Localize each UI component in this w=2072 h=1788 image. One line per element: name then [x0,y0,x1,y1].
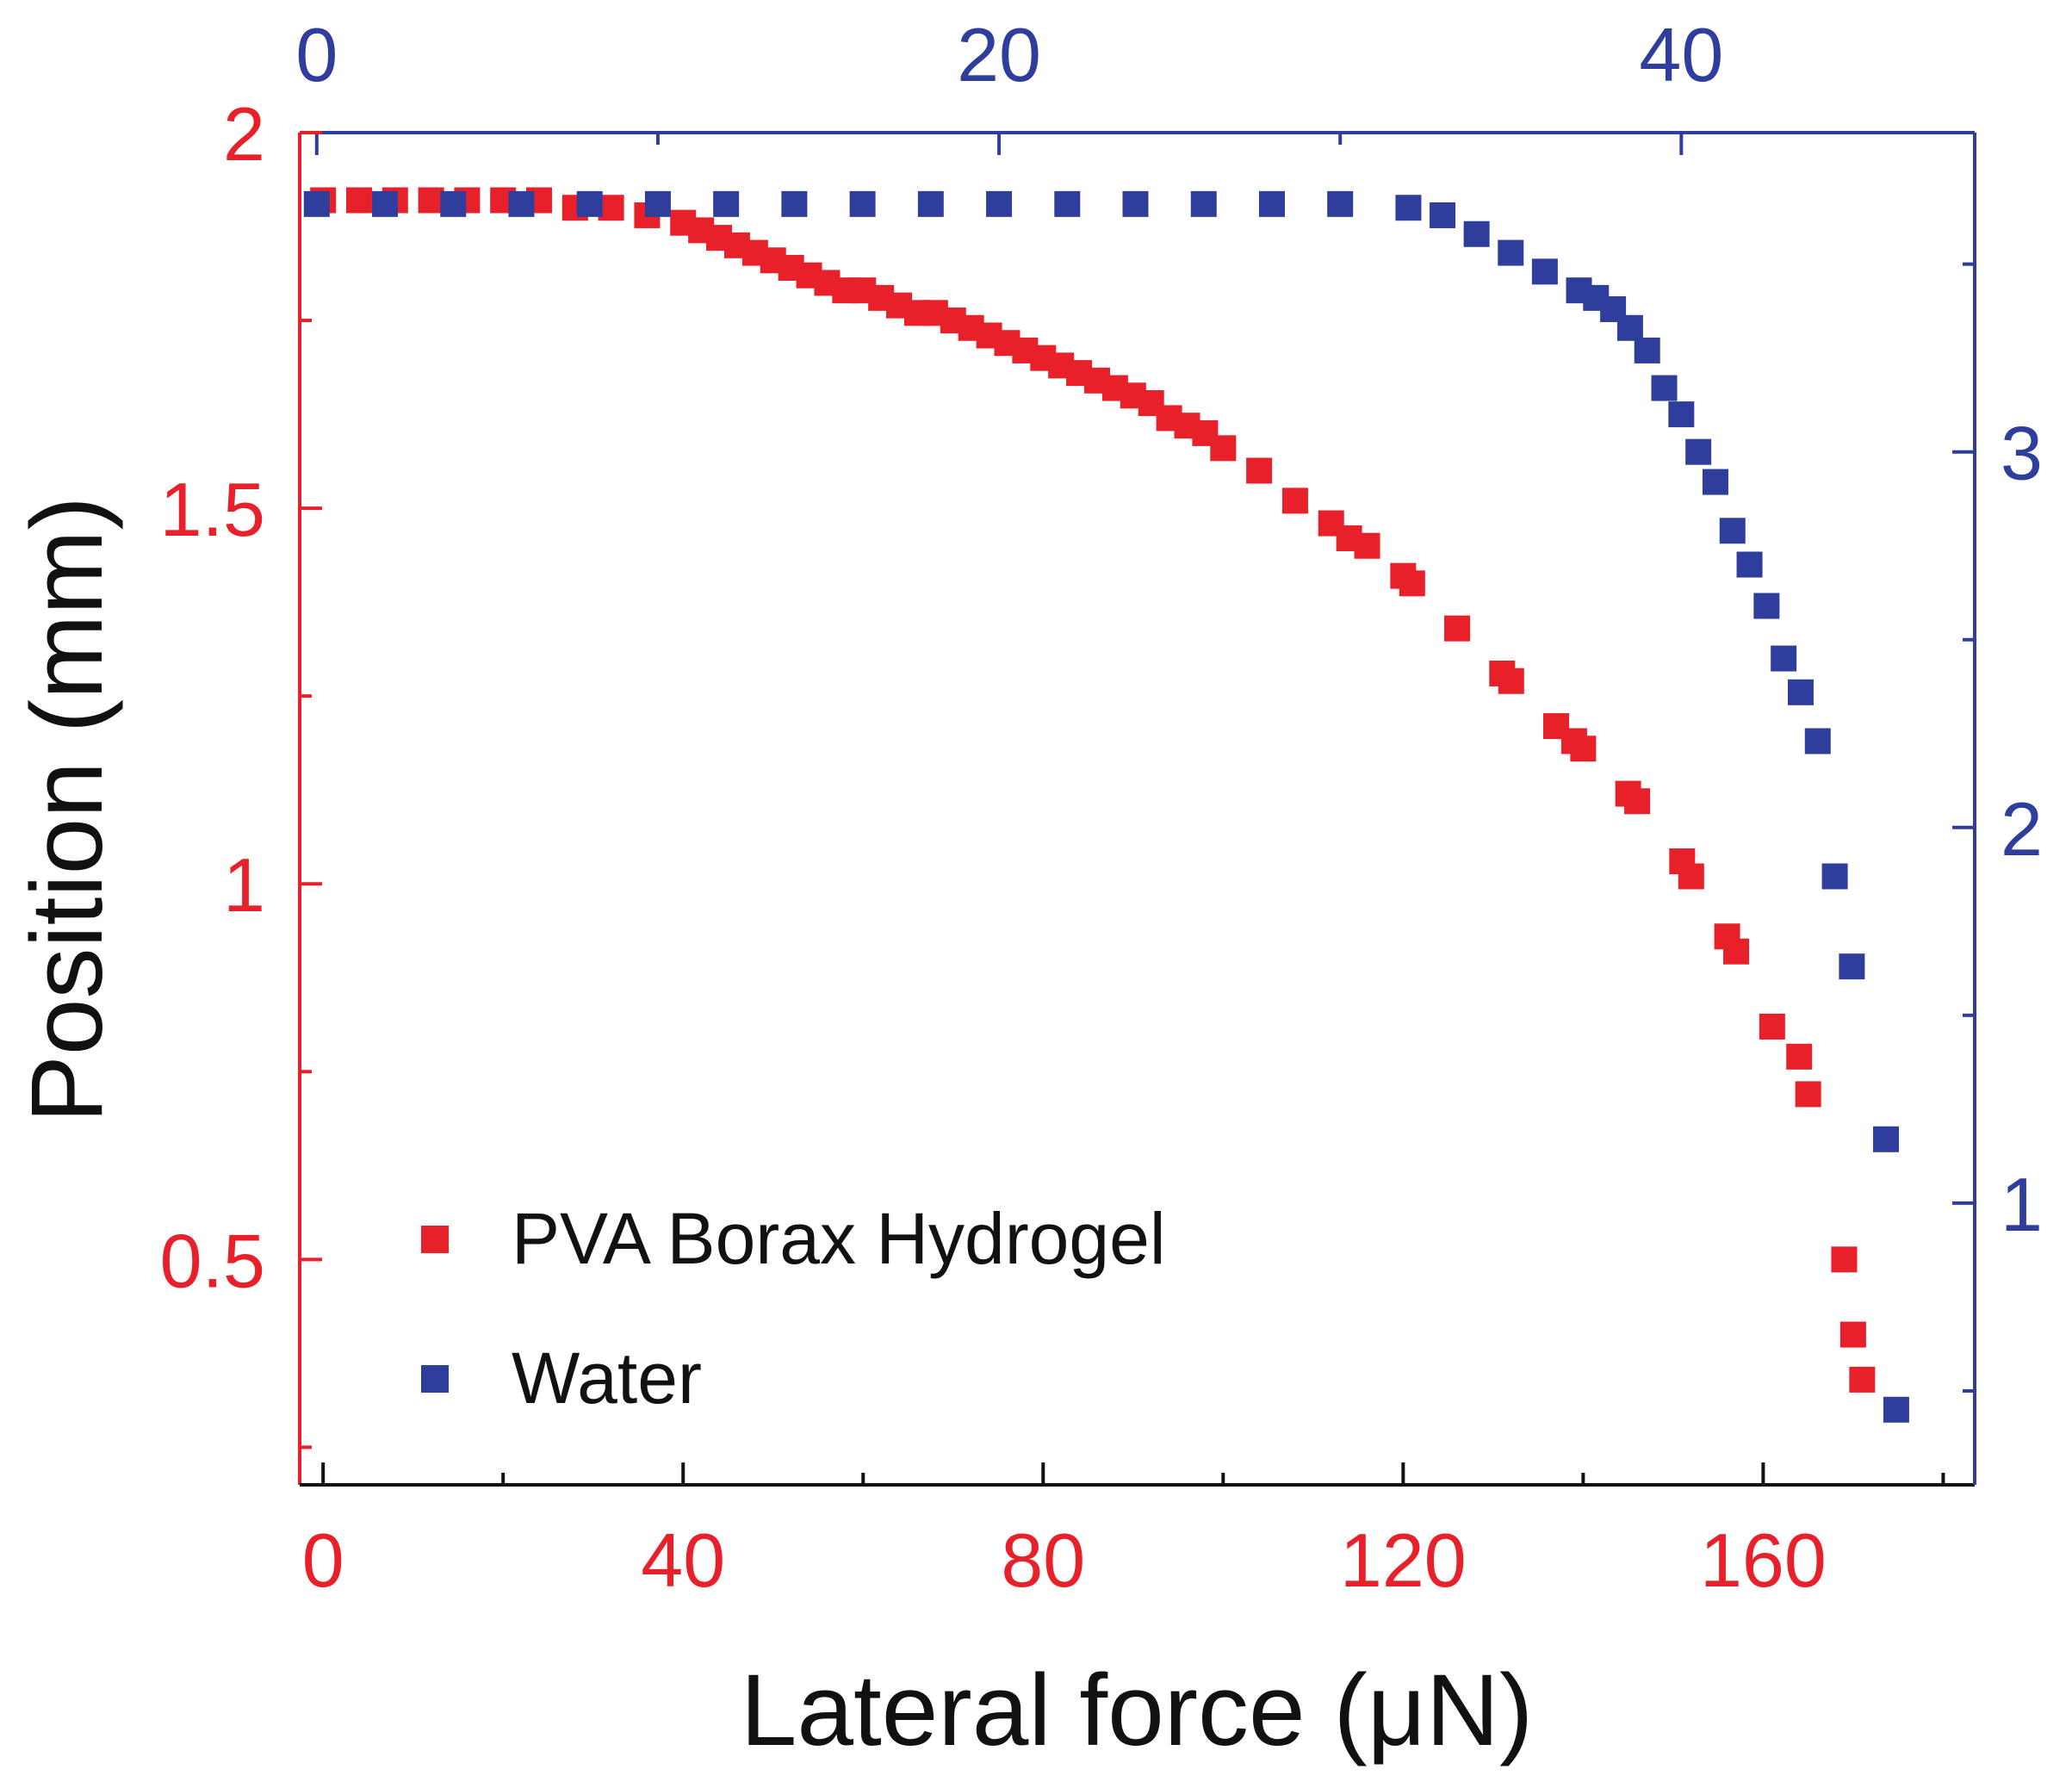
data-point-pva-borax-hydrogel [1246,457,1273,484]
left-y-tick-label: 0.5 [160,1218,265,1303]
bottom-x-tick-label: 40 [641,1518,725,1603]
data-point-water [1839,953,1865,980]
data-point-water [1498,239,1524,266]
bottom-x-tick-label: 120 [1340,1518,1467,1603]
data-point-water [1651,375,1678,401]
data-point-water [986,190,1013,217]
bottom-x-tick-label: 0 [302,1518,344,1603]
legend-marker-water [421,1365,449,1393]
right-y-tick-label: 2 [2001,786,2043,872]
data-point-water [1804,728,1831,754]
data-point-water [713,190,740,217]
data-point-pva-borax-hydrogel [1723,938,1750,965]
legend-label-water: Water [512,1338,702,1419]
legend-label-pva-borax-hydrogel: PVA Borax Hydrogel [512,1198,1166,1279]
data-point-water [917,190,944,217]
data-point-water [849,190,876,217]
x-axis-title: Lateral force (μN) [741,1654,1534,1767]
data-point-water [781,190,808,217]
data-point-pva-borax-hydrogel [1786,1043,1813,1070]
data-point-water [1787,679,1814,705]
top-x-tick-label: 0 [295,12,338,97]
data-point-pva-borax-hydrogel [345,187,372,214]
data-point-water [1821,863,1848,890]
data-point-pva-borax-hydrogel [1498,667,1524,694]
legend: PVA Borax Hydrogel Water [421,1198,1166,1419]
right-y-tick-label: 1 [2001,1162,2043,1247]
data-point-water [1753,593,1780,619]
data-point-water [1327,190,1354,217]
data-point-pva-borax-hydrogel [1399,570,1425,597]
series-pva-borax-hydrogel [310,187,1876,1393]
legend-marker-pva-borax-hydrogel [421,1226,449,1253]
data-point-pva-borax-hydrogel [1210,435,1237,462]
data-point-water [644,190,671,217]
data-point-water [440,190,467,217]
data-point-pva-borax-hydrogel [1849,1366,1876,1393]
data-point-water [372,190,399,217]
data-point-pva-borax-hydrogel [1354,532,1380,559]
data-point-water [1685,438,1712,465]
data-point-water [576,190,603,217]
data-point-water [1736,551,1763,578]
data-point-water [1122,190,1149,217]
plot-frame [298,131,1976,1487]
left-y-tick-label: 2 [223,91,265,177]
right-y-tick-label: 3 [2001,411,2043,496]
data-point-water [1258,190,1285,217]
data-point-pva-borax-hydrogel [1839,1321,1866,1348]
data-point-water [1719,518,1746,544]
top-x-tick-label: 20 [957,12,1041,97]
data-point-pva-borax-hydrogel [418,187,444,214]
data-point-pva-borax-hydrogel [1795,1081,1821,1108]
data-point-pva-borax-hydrogel [1831,1246,1858,1273]
data-point-water [1771,645,1797,672]
axis-ticks [300,131,1975,1485]
data-point-water [1634,337,1660,363]
data-point-pva-borax-hydrogel [1678,863,1704,890]
left-y-tick-label: 1.5 [160,467,265,552]
left-y-tick-label: 1 [223,842,265,928]
data-point-water [1430,202,1456,228]
data-point-water [1616,314,1643,341]
data-point-water [1702,469,1728,495]
y-axis-title: Position (mm) [10,496,124,1123]
series-water [303,190,1909,1423]
data-point-pva-borax-hydrogel [1281,487,1308,514]
axis-tick-labels: 0 40 80 120 160 0 20 40 0.5 1 1.5 2 1 2 3 [160,12,2043,1603]
data-point-water [1054,190,1081,217]
data-point-pva-borax-hydrogel [1624,788,1651,815]
data-point-pva-borax-hydrogel [1759,1013,1785,1040]
data-point-water [1873,1126,1900,1152]
data-point-water [303,190,330,217]
data-point-water [1883,1396,1909,1423]
top-x-tick-label: 40 [1639,12,1723,97]
data-point-water [1463,220,1490,247]
bottom-x-tick-label: 80 [1001,1518,1085,1603]
data-point-water [1668,401,1695,428]
data-point-pva-borax-hydrogel [1570,736,1597,762]
data-point-water [1190,190,1217,217]
data-point-water [1395,195,1422,221]
data-point-pva-borax-hydrogel [1444,615,1471,642]
data-point-water [1531,258,1558,285]
bottom-x-tick-label: 160 [1700,1518,1827,1603]
data-point-water [508,190,535,217]
